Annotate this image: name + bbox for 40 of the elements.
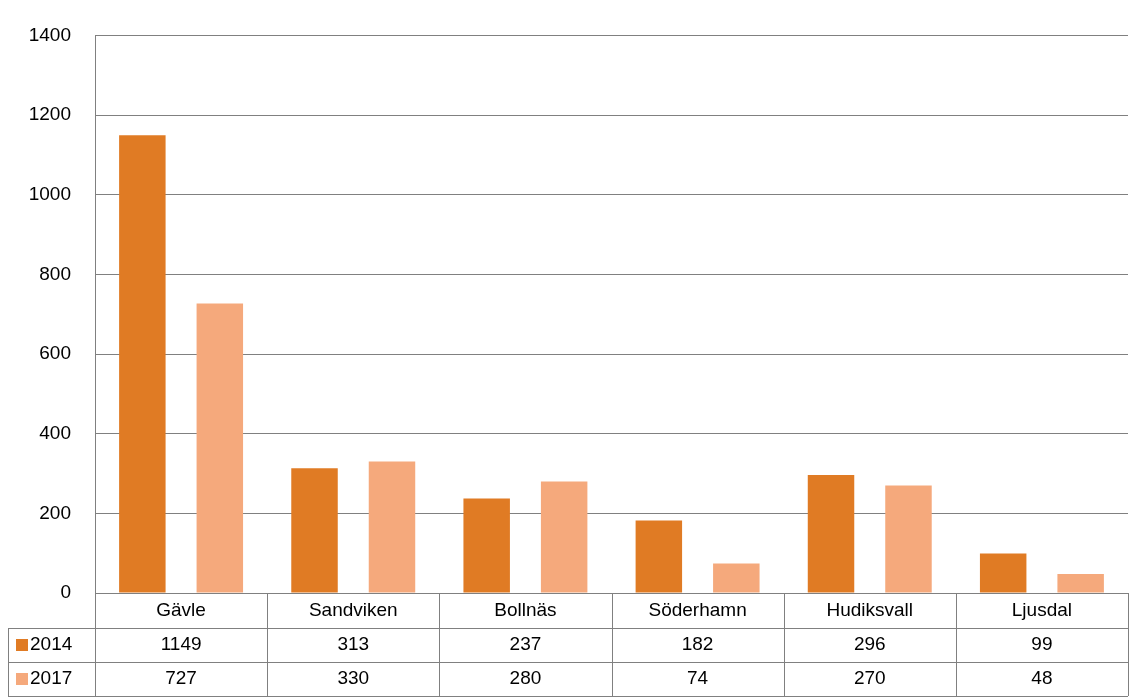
data-label: 296 xyxy=(853,633,886,655)
data-label: 99 xyxy=(1031,633,1053,655)
x-tick-label: Gävle xyxy=(156,599,206,621)
bar xyxy=(540,481,588,593)
data-label: 74 xyxy=(687,667,709,689)
x-tick-label: Bollnäs xyxy=(494,599,557,621)
bar xyxy=(463,498,510,593)
legend-label: 2017 xyxy=(30,667,73,689)
bar xyxy=(713,563,760,593)
data-label: 727 xyxy=(165,667,197,689)
x-tick-label: Sandviken xyxy=(308,599,398,621)
bar xyxy=(885,485,932,593)
y-tick-label: 800 xyxy=(39,262,71,284)
bar xyxy=(291,468,338,593)
legend-label: 2014 xyxy=(30,633,73,655)
y-tick-label: 1400 xyxy=(28,23,71,45)
y-tick-label: 1200 xyxy=(28,103,71,125)
y-tick-label: 400 xyxy=(39,421,71,443)
bar xyxy=(979,553,1027,593)
data-label: 313 xyxy=(337,633,370,655)
data-label: 270 xyxy=(853,667,886,689)
y-tick-label: 200 xyxy=(39,501,71,523)
data-label: 182 xyxy=(681,633,714,655)
data-label: 237 xyxy=(509,633,542,655)
bar xyxy=(368,461,416,593)
data-label: 330 xyxy=(337,667,370,689)
x-tick-label: Söderhamn xyxy=(648,599,747,621)
bar xyxy=(807,475,855,593)
bar xyxy=(196,303,244,593)
y-tick-label: 600 xyxy=(39,342,71,364)
x-tick-label: Hudiksvall xyxy=(826,599,914,621)
y-tick-label: 1000 xyxy=(28,182,71,204)
bar xyxy=(635,520,683,593)
x-tick-label: Ljusdal xyxy=(1011,599,1073,621)
bar xyxy=(119,135,166,593)
y-tick-label: 0 xyxy=(60,581,71,603)
data-label: 280 xyxy=(509,667,542,689)
data-label: 1149 xyxy=(160,633,202,655)
data-label: 48 xyxy=(1031,667,1053,689)
bar xyxy=(1057,573,1104,593)
